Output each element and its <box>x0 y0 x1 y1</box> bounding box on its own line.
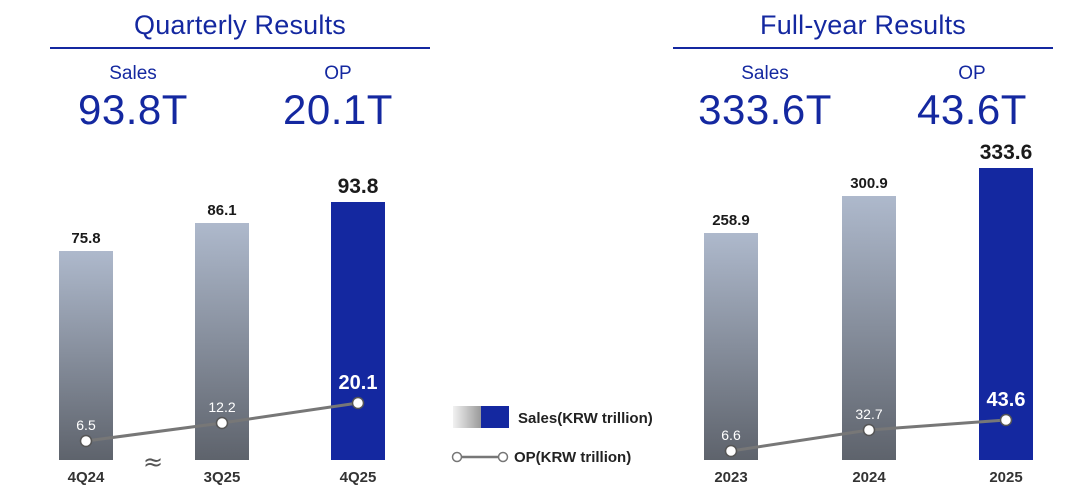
quarterly-title: Quarterly Results <box>134 10 346 40</box>
fullyear-sales-label: Sales <box>741 63 789 84</box>
q-sales-bar-4Q25 <box>331 202 385 460</box>
q-sales-bar-4Q24 <box>59 251 113 460</box>
fy-op-label-2023: 6.6 <box>721 427 741 443</box>
quarterly-sales-value: 93.8T <box>78 86 188 133</box>
fullyear-title: Full-year Results <box>760 10 966 40</box>
fy-sales-label-2023: 258.9 <box>712 212 750 229</box>
quarterly-op-value: 20.1T <box>283 86 393 133</box>
fullyear-op-label: OP <box>958 63 986 84</box>
fullyear-title-rule <box>673 47 1053 49</box>
fy-sales-label-2024: 300.9 <box>850 175 888 192</box>
q-op-marker-4Q25 <box>351 396 365 410</box>
legend-op-marker-right <box>497 451 509 463</box>
fy-category-2024: 2024 <box>852 469 886 486</box>
q-sales-label-4Q25: 93.8 <box>338 175 379 198</box>
q-category-4Q25: 4Q25 <box>340 469 377 486</box>
quarterly-op-label: OP <box>324 63 352 84</box>
quarterly-title-rule <box>50 47 430 49</box>
fy-category-2025: 2025 <box>989 469 1022 486</box>
q-op-label-4Q25: 20.1 <box>339 372 378 394</box>
q-op-marker-4Q24 <box>79 434 93 448</box>
fullyear-op-value: 43.6T <box>917 86 1027 133</box>
q-op-marker-3Q25 <box>215 416 229 430</box>
axis-break-symbol: ≈ <box>143 448 163 476</box>
legend-sales-label: Sales(KRW trillion) <box>518 410 653 427</box>
legend-sales-swatch-gray <box>453 406 481 428</box>
fy-op-marker-2024 <box>862 423 876 437</box>
fy-op-label-2025: 43.6 <box>987 389 1026 411</box>
fy-sales-bar-2023 <box>704 233 758 460</box>
fy-op-label-2024: 32.7 <box>855 406 882 422</box>
q-op-label-3Q25: 12.2 <box>208 399 235 415</box>
legend-op-marker-left <box>451 451 463 463</box>
fy-sales-bar-2025 <box>979 168 1033 460</box>
fy-op-marker-2023 <box>724 444 738 458</box>
fy-op-marker-2025 <box>999 413 1013 427</box>
fy-sales-label-2025: 333.6 <box>980 141 1033 164</box>
q-sales-label-3Q25: 86.1 <box>207 202 236 219</box>
legend-sales-swatch-blue <box>481 406 509 428</box>
q-category-4Q24: 4Q24 <box>68 469 105 486</box>
fullyear-sales-value: 333.6T <box>698 86 832 133</box>
q-category-3Q25: 3Q25 <box>204 469 241 486</box>
fy-sales-bar-2024 <box>842 196 896 460</box>
q-op-label-4Q24: 6.5 <box>76 417 96 433</box>
legend-op-label: OP(KRW trillion) <box>514 449 631 466</box>
quarterly-sales-label: Sales <box>109 63 157 84</box>
q-sales-label-4Q24: 75.8 <box>71 230 100 247</box>
fy-category-2023: 2023 <box>714 469 747 486</box>
